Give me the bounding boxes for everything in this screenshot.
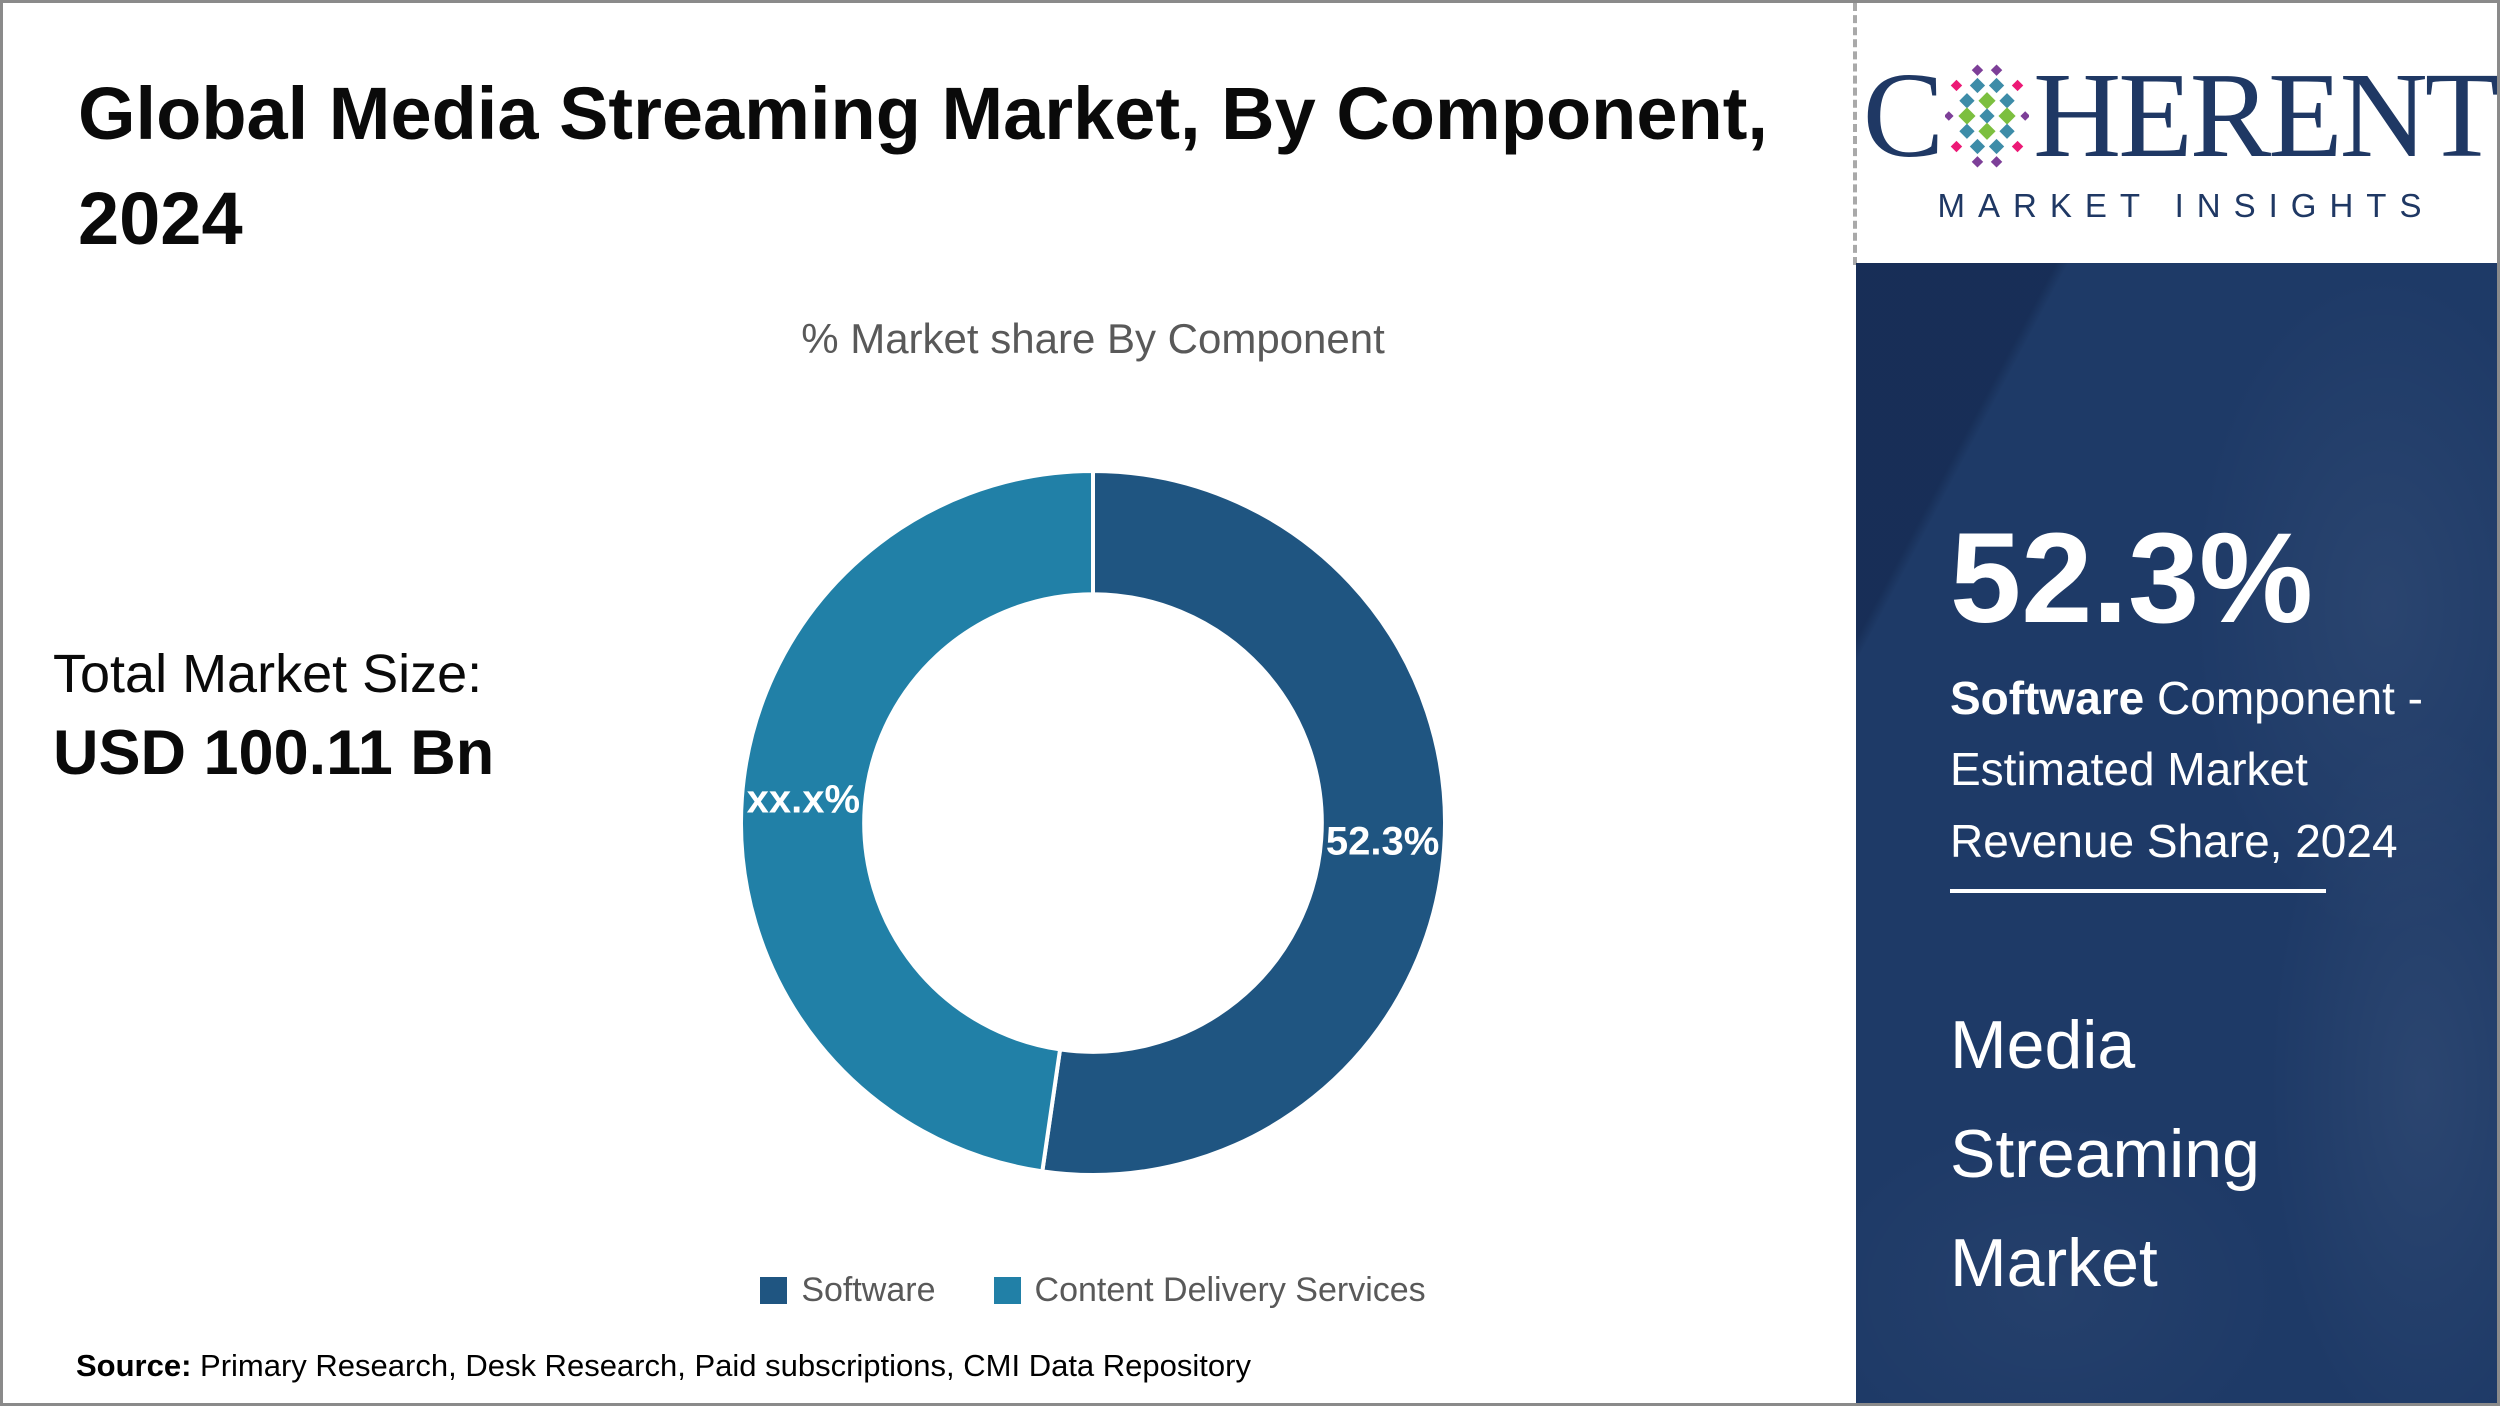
legend-item-content-delivery-services: Content Delivery Services <box>993 1271 1426 1310</box>
brand-logo: C HERENT MARKET INSIGHTS <box>1859 3 2497 263</box>
source-text: Primary Research, Desk Research, Paid su… <box>191 1348 1251 1383</box>
globe-diamond <box>1971 64 1984 76</box>
source-prefix: Source: <box>76 1348 192 1383</box>
sidebar-stat-rest: Component - Estimated Market Revenue Sha… <box>1950 672 2423 867</box>
highlight-sidebar: 52.3% Software Component - Estimated Mar… <box>1856 263 2497 1403</box>
globe-diamond <box>1959 93 1975 109</box>
globe-diamond <box>1950 79 1963 92</box>
globe-diamond <box>1959 123 1975 139</box>
total-market-size-label: Total Market Size: <box>53 644 483 704</box>
globe-diamond <box>1998 107 2016 125</box>
donut-label-content-delivery-services: xx.x% <box>747 778 860 822</box>
page-title-line1: Global Media Streaming Market, By Compon… <box>78 72 1768 155</box>
sidebar-stat-description: Software Component - Estimated Market Re… <box>1950 663 2430 877</box>
logo-letter-c: C <box>1862 48 1944 183</box>
sidebar-stat-value: 52.3% <box>1950 507 2313 650</box>
globe-diamond <box>1978 92 1996 110</box>
globe-diamond <box>1990 156 2003 168</box>
logo-wordmark: C HERENT <box>1863 55 2497 177</box>
globe-diamond <box>1979 108 1995 124</box>
sidebar-stat-bold: Software <box>1950 672 2145 724</box>
total-market-size-value: USD 100.11 Bn <box>53 718 495 788</box>
donut-slice-content-delivery-services <box>739 469 1095 1174</box>
page-title: Global Media Streaming Market, By Compon… <box>78 61 1798 271</box>
globe-diamond <box>1945 111 1954 121</box>
logo-word-herent: HERENT <box>2033 48 2497 183</box>
globe-icon <box>1945 64 2030 168</box>
vertical-divider <box>1853 3 1857 265</box>
globe-diamond <box>1969 77 1986 94</box>
globe-diamond <box>1989 138 2005 155</box>
legend-label-content-delivery-services: Content Delivery Services <box>1034 1271 1426 1309</box>
globe-diamond <box>1978 122 1996 140</box>
globe-diamond <box>1989 77 2005 94</box>
globe-diamond <box>1958 107 1976 125</box>
donut-chart: 52.3% xx.x% <box>733 463 1453 1183</box>
logo-subtitle: MARKET INSIGHTS <box>1937 187 2435 224</box>
globe-diamond <box>1999 93 2015 109</box>
chart-title: % Market share By Component <box>801 315 1385 362</box>
globe-diamond <box>1950 140 1963 153</box>
legend-swatch-content-delivery-services <box>993 1277 1021 1304</box>
source-line: Source: Primary Research, Desk Research,… <box>76 1348 1251 1384</box>
chart-legend: Software Content Delivery Services <box>733 1271 1453 1310</box>
legend-swatch-software <box>760 1277 788 1304</box>
globe-diamond <box>2011 79 2024 92</box>
sidebar-rule <box>1950 889 2326 893</box>
total-market-size-block: Total Market Size: USD 100.11 Bn <box>53 643 494 789</box>
legend-label-software: Software <box>801 1271 936 1309</box>
globe-diamond <box>2011 140 2024 153</box>
globe-diamond <box>1969 138 1986 155</box>
donut-svg: 52.3% xx.x% <box>739 469 1447 1177</box>
legend-item-software: Software <box>760 1271 936 1310</box>
globe-diamond <box>2020 111 2030 121</box>
donut-label-software: 52.3% <box>1326 820 1439 864</box>
donut-slice-software <box>1040 469 1447 1177</box>
globe-diamond <box>1990 64 2003 76</box>
globe-diamond <box>1999 123 2015 139</box>
sidebar-market-name: Media Streaming Market <box>1950 1007 2260 1301</box>
globe-diamond <box>1971 156 1984 168</box>
page-title-line2: 2024 <box>78 177 243 261</box>
